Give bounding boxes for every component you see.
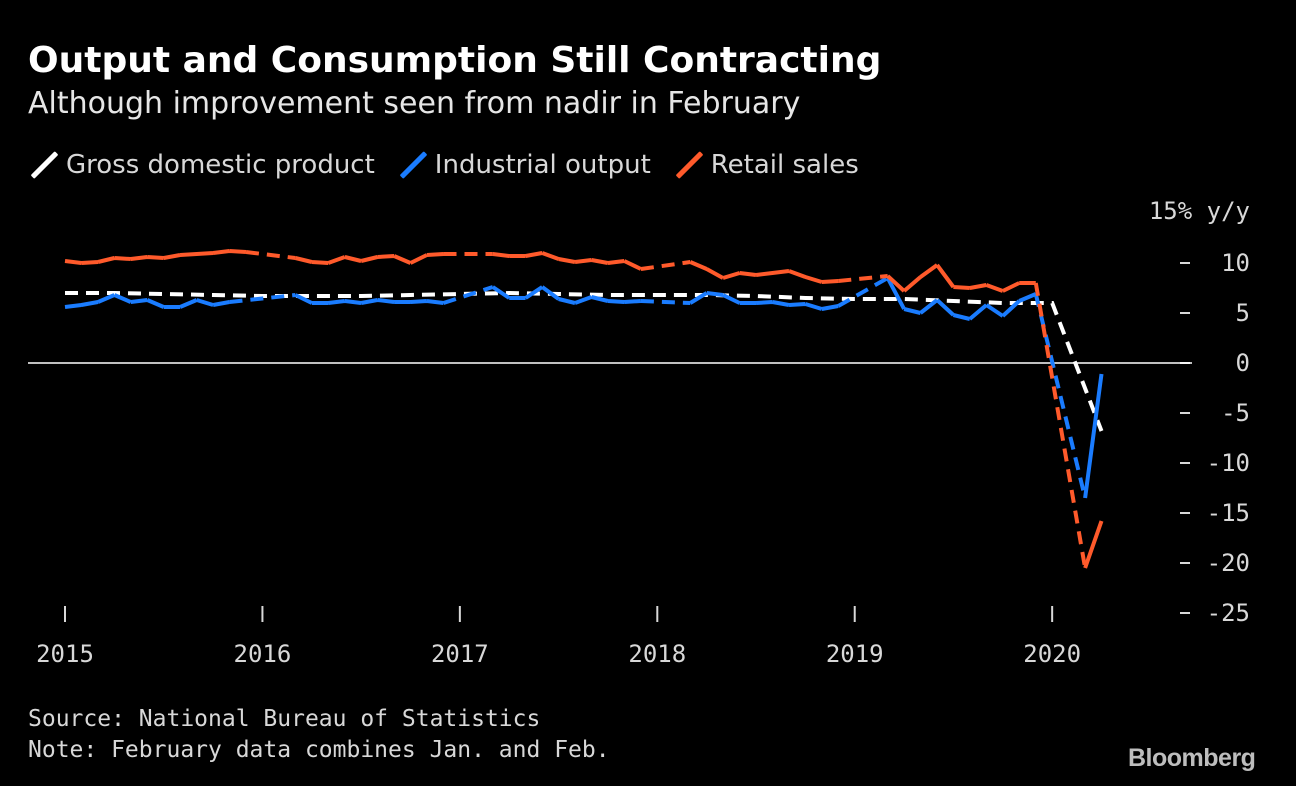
data-note: Note: February data combines Jan. and Fe… [28,737,610,763]
x-tick-label: 2017 [431,640,489,668]
legend-label-retail-sales: Retail sales [710,150,859,180]
y-tick-label: -15 [1207,499,1250,527]
chart-legend: Gross domestic product Industrial output… [28,150,881,180]
y-tick-label: 10 [1221,249,1250,277]
series-line-retail-sales [64,249,1104,569]
x-tick-label: 2016 [234,640,292,668]
y-tick-label: 5 [1236,299,1250,327]
source-note: Source: National Bureau of Statistics [28,706,541,732]
legend-item-industrial-output: Industrial output [397,150,651,180]
y-axis-unit-label: 15% y/y [1149,197,1250,225]
legend-label-industrial-output: Industrial output [434,150,651,180]
y-tick-label: -5 [1221,399,1250,427]
series-gap-line-retail-sales [245,250,1088,569]
series-line-gross-domestic-product [65,290,1104,432]
y-tick-label: -20 [1207,549,1250,577]
y-tick-label: 0 [1236,349,1250,377]
legend-label-gdp: Gross domestic product [66,150,375,180]
x-tick-label: 2015 [36,640,94,668]
legend-item-retail-sales: Retail sales [673,150,859,180]
chart-title: Output and Consumption Still Contracting [28,40,882,81]
chart-footnotes: Source: National Bureau of Statistics No… [28,704,610,766]
x-tick-label: 2019 [826,640,884,668]
x-tick-label: 2020 [1023,640,1081,668]
y-tick-label: -10 [1207,449,1250,477]
chart-subtitle: Although improvement seen from nadir in … [28,86,801,121]
series-gap-line-industrial-output [229,276,1088,499]
x-tick-label: 2018 [628,640,686,668]
series-line-industrial-output [64,277,1104,499]
bloomberg-logo: Bloomberg [1128,744,1256,772]
y-tick-label: -25 [1207,599,1250,627]
line-chart: 15% y/y 10 5 0 -5 -10 -15 -20 -25 2015 2016 2017 201… [28,197,1250,668]
legend-item-gdp: Gross domestic product [28,150,375,180]
